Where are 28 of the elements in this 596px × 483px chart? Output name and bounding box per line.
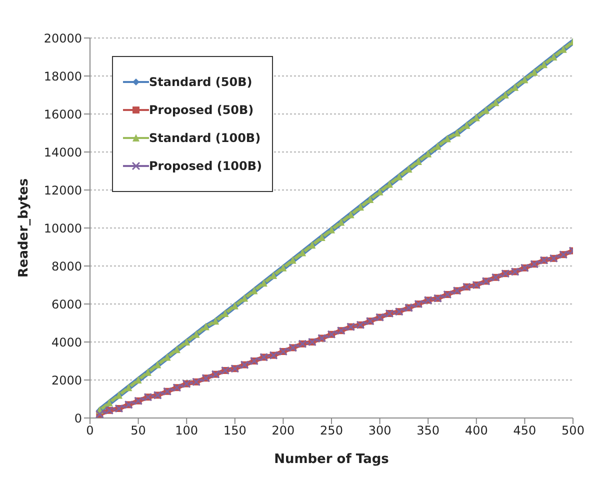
x-tick-label: 200 xyxy=(272,424,295,438)
x-tick-label: 350 xyxy=(416,424,440,438)
legend-label: Standard (50B) xyxy=(149,75,252,89)
y-tick-label: 18000 xyxy=(44,69,82,84)
x-axis-title: Number of Tags xyxy=(274,452,390,467)
y-tick-label: 2000 xyxy=(51,373,82,388)
y-tick-label: 6000 xyxy=(51,297,82,312)
y-tick-label: 12000 xyxy=(44,183,82,198)
y-tick-label: 16000 xyxy=(44,107,82,122)
y-axis-title: Reader_bytes xyxy=(16,178,32,278)
y-tick-label: 8000 xyxy=(51,259,82,274)
x-tick-label: 500 xyxy=(562,424,584,438)
x-tick-label: 250 xyxy=(320,424,343,438)
y-tick-label: 14000 xyxy=(44,145,82,160)
x-tick-label: 0 xyxy=(86,424,94,438)
x-tick-label: 300 xyxy=(368,424,392,438)
legend-label: Proposed (50B) xyxy=(149,103,254,117)
y-tick-label: 0 xyxy=(74,411,82,426)
y-tick-label: 4000 xyxy=(51,335,82,350)
x-tick-label: 400 xyxy=(464,424,488,438)
y-tick-label: 10000 xyxy=(44,221,82,236)
x-tick-label: 100 xyxy=(175,424,198,438)
x-tick-label: 150 xyxy=(223,424,246,438)
x-tick-label: 50 xyxy=(130,424,146,438)
legend-label: Proposed (100B) xyxy=(149,159,262,173)
legend-label: Standard (100B) xyxy=(149,131,261,145)
y-tick-label: 20000 xyxy=(44,31,82,46)
x-tick-label: 450 xyxy=(513,424,536,438)
